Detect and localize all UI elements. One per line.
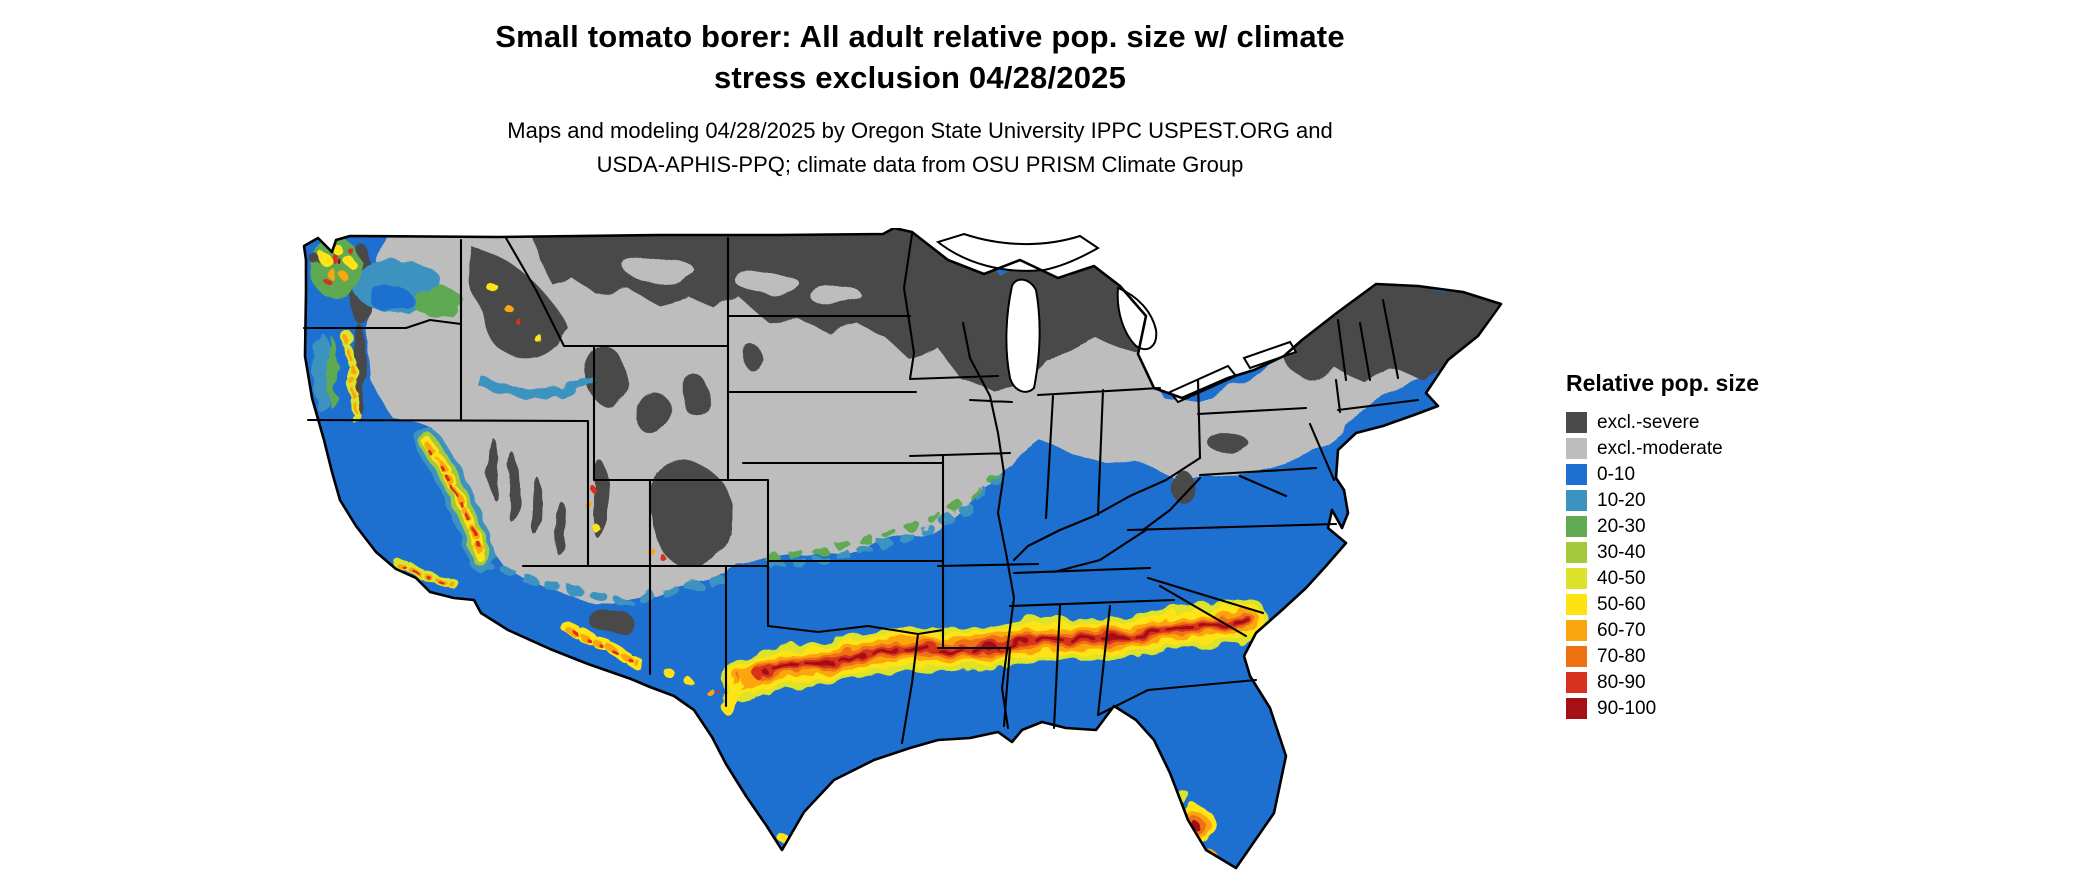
legend-swatch-icon (1566, 463, 1587, 485)
legend-swatch-icon (1566, 541, 1587, 563)
legend-label: excl.-moderate (1597, 437, 1723, 459)
legend-item: 10-20 (1566, 487, 1759, 513)
legend-label: 30-40 (1597, 541, 1646, 563)
state-borders (302, 232, 1420, 745)
map-subtitle-line2: USDA-APHIS-PPQ; climate data from OSU PR… (596, 152, 1244, 177)
lake-michigan (1005, 278, 1041, 393)
legend-items: excl.-severe excl.-moderate 0-10 10-20 20-30… (1566, 409, 1759, 721)
legend-item: 60-70 (1566, 617, 1759, 643)
legend-label: 90-100 (1597, 697, 1657, 719)
legend-item: 40-50 (1566, 565, 1759, 591)
us-risk-map-svg (302, 228, 1503, 870)
legend-label: 50-60 (1597, 593, 1646, 615)
lake-superior (935, 232, 1100, 272)
legend-label: 60-70 (1597, 619, 1646, 641)
legend-item: 50-60 (1566, 591, 1759, 617)
legend-label: 20-30 (1597, 515, 1646, 537)
legend-item: 0-10 (1566, 461, 1759, 487)
legend-label: excl.-severe (1597, 411, 1700, 433)
map-title-line2: stress exclusion 04/28/2025 (713, 60, 1127, 95)
legend-swatch-icon (1566, 593, 1587, 615)
legend-item: 30-40 (1566, 539, 1759, 565)
legend-swatch-icon (1566, 411, 1587, 433)
legend-swatch-icon (1566, 697, 1587, 719)
legend-title: Relative pop. size (1566, 370, 1760, 396)
map-title: Small tomato borer: All adult relative p… (0, 16, 1840, 98)
legend-label: 70-80 (1597, 645, 1646, 667)
raster-west-hotspots (309, 238, 731, 699)
legend-label: 0-10 (1597, 463, 1636, 485)
legend-label: 80-90 (1597, 671, 1646, 693)
map-subtitle: Maps and modeling 04/28/2025 by Oregon S… (0, 114, 1840, 182)
figure-header: Small tomato borer: All adult relative p… (0, 16, 1840, 182)
legend-item: excl.-moderate (1566, 435, 1759, 461)
legend-item: excl.-severe (1566, 409, 1759, 435)
legend-swatch-icon (1566, 437, 1587, 459)
us-risk-map (298, 228, 1520, 888)
lake-huron (1116, 286, 1158, 351)
us-outline (302, 228, 1503, 870)
lake-ontario (1242, 340, 1298, 370)
raster-transition-mottle (313, 260, 1014, 607)
map-subtitle-line1: Maps and modeling 04/28/2025 by Oregon S… (507, 118, 1333, 143)
legend-item: 70-80 (1566, 643, 1759, 669)
map-title-line1: Small tomato borer: All adult relative p… (495, 19, 1345, 54)
great-lakes (935, 232, 1298, 404)
legend-item: 90-100 (1566, 695, 1759, 721)
legend-swatch-icon (1566, 619, 1587, 641)
legend-item: 80-90 (1566, 669, 1759, 695)
legend-label: 10-20 (1597, 489, 1646, 511)
legend-swatch-icon (1566, 671, 1587, 693)
legend-item: 20-30 (1566, 513, 1759, 539)
legend-swatch-icon (1566, 489, 1587, 511)
legend-swatch-icon (1566, 567, 1587, 589)
legend: Relative pop. size excl.-severe excl.-mod… (1566, 370, 1759, 721)
legend-swatch-icon (1566, 515, 1587, 537)
legend-swatch-icon (1566, 645, 1587, 667)
legend-label: 40-50 (1597, 567, 1646, 589)
